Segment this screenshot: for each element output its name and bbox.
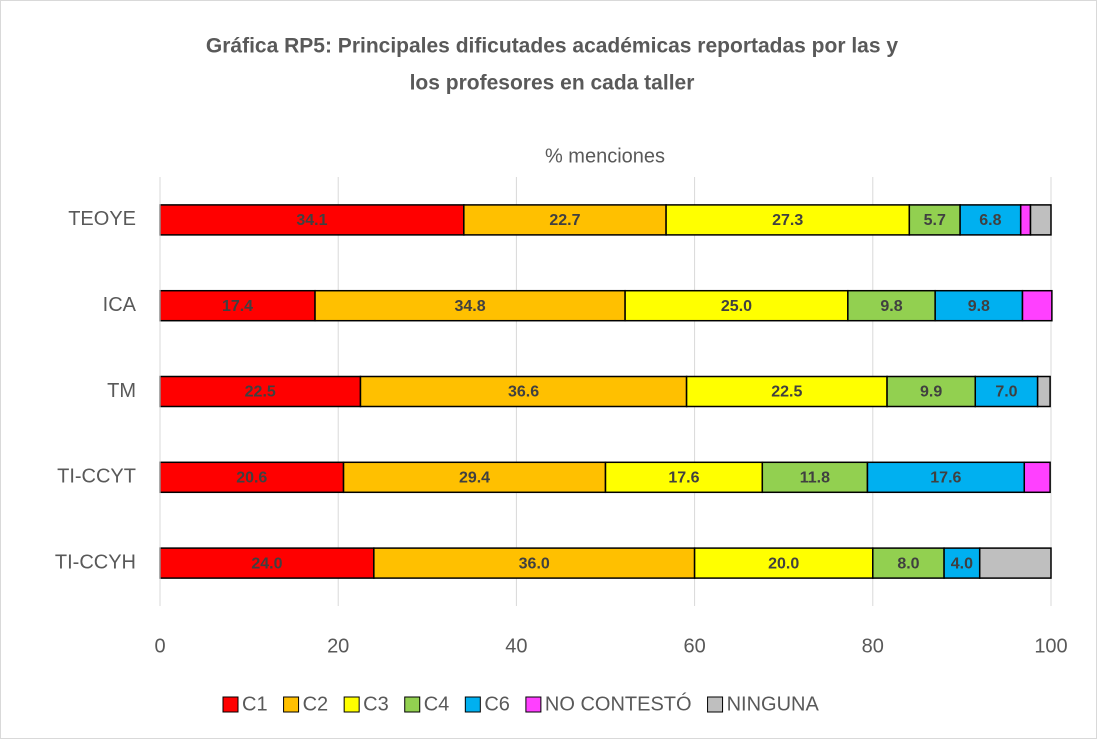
x-tick-label: 60 — [683, 635, 705, 657]
bar-segment — [886, 375, 977, 408]
bar-segment — [872, 547, 945, 579]
legend-label: C2 — [303, 693, 329, 715]
chart-title: Gráfica RP5: Principales dificutades aca… — [206, 35, 898, 58]
data-label: 34.1 — [296, 212, 327, 229]
legend-label: NO CONTESTÓ — [545, 692, 692, 715]
data-label: 4.0 — [951, 555, 973, 572]
data-label: 9.8 — [880, 298, 902, 315]
bar-segment — [342, 461, 607, 494]
bar-segment — [624, 289, 849, 322]
legend-label: C4 — [424, 693, 450, 715]
bar-segment — [1029, 204, 1052, 236]
legend-swatch — [343, 696, 360, 713]
data-label: 36.6 — [508, 384, 539, 401]
legend-swatch — [222, 696, 239, 713]
y-tick-label: ICA — [103, 294, 137, 316]
bar-segment — [359, 375, 688, 408]
data-label: 22.7 — [549, 212, 580, 229]
data-label: 36.0 — [519, 555, 550, 572]
bar-segment — [934, 289, 1024, 322]
data-label: 29.4 — [459, 470, 490, 487]
legend-swatch — [404, 696, 421, 713]
x-tick-label: 40 — [505, 635, 527, 657]
data-label: 17.6 — [668, 470, 699, 487]
data-label: 11.8 — [800, 470, 830, 487]
bar-segment — [693, 547, 874, 579]
bar-segment — [159, 289, 316, 322]
data-label: 24.0 — [251, 555, 282, 572]
y-tick-label: TI-CCYH — [55, 551, 136, 573]
bar-segment — [159, 375, 362, 408]
data-label: 7.0 — [995, 384, 1017, 401]
data-label: 22.5 — [245, 384, 276, 401]
bar-segment — [1021, 289, 1053, 322]
bar-segment — [604, 461, 764, 494]
legend-swatch — [707, 696, 724, 713]
x-tick-label: 80 — [862, 635, 884, 657]
data-label: 5.7 — [924, 212, 946, 229]
x-tick-label: 0 — [154, 635, 165, 657]
bar-segment — [908, 204, 961, 236]
x-tick-label: 20 — [327, 635, 349, 657]
data-label: 9.8 — [968, 298, 990, 315]
bar-segment — [847, 289, 936, 322]
data-label: 17.4 — [222, 298, 253, 315]
data-label: 27.3 — [772, 212, 803, 229]
axis-title: % menciones — [545, 145, 665, 167]
bar-segment — [1019, 204, 1032, 236]
legend-swatch — [464, 696, 481, 713]
legend-swatch — [525, 696, 542, 713]
legend-label: C1 — [242, 693, 268, 715]
bar-segment — [1036, 375, 1051, 408]
y-tick-label: TI-CCYT — [57, 466, 136, 488]
legend-label: NINGUNA — [727, 693, 820, 715]
y-tick-label: TM — [107, 380, 136, 402]
legend-label: C3 — [363, 693, 389, 715]
bar-segment — [685, 375, 888, 408]
data-label: 34.8 — [454, 298, 485, 315]
data-label: 22.5 — [771, 384, 802, 401]
data-label: 25.0 — [721, 298, 752, 315]
bar-segment — [159, 204, 465, 236]
bar-segment — [959, 204, 1022, 236]
data-label: 20.6 — [236, 470, 267, 487]
bar-segment — [1023, 461, 1051, 494]
legend-label: C6 — [484, 693, 510, 715]
data-label: 8.0 — [897, 555, 919, 572]
bar-segment — [978, 547, 1052, 579]
chart-title: los profesores en cada taller — [410, 72, 695, 95]
data-label: 20.0 — [768, 555, 799, 572]
data-label: 9.9 — [920, 384, 942, 401]
x-tick-label: 100 — [1034, 635, 1067, 657]
legend-swatch — [283, 696, 300, 713]
y-tick-label: TEOYE — [68, 208, 136, 230]
data-label: 17.6 — [930, 470, 961, 487]
bar-segment — [314, 289, 626, 322]
data-label: 6.8 — [979, 212, 1001, 229]
